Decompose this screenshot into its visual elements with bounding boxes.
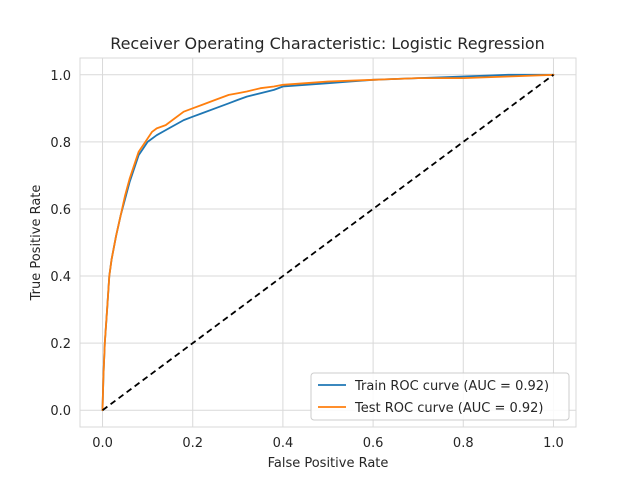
y-tick-label: 0.6 bbox=[50, 203, 71, 218]
y-axis-label: True Positive Rate bbox=[29, 185, 44, 302]
legend: Train ROC curve (AUC = 0.92) Test ROC cu… bbox=[310, 372, 570, 421]
x-tick-labels: 0.0 0.2 0.4 0.6 0.8 1.0 bbox=[92, 436, 564, 451]
y-tick-label: 0.2 bbox=[50, 337, 71, 352]
y-tick-label: 0.4 bbox=[50, 270, 71, 285]
x-tick-label: 1.0 bbox=[543, 436, 564, 451]
x-tick-label: 0.2 bbox=[182, 436, 203, 451]
series-layer bbox=[101, 73, 555, 412]
x-tick-label: 0.0 bbox=[92, 436, 113, 451]
y-tick-labels: 0.0 0.2 0.4 0.6 0.8 1.0 bbox=[50, 69, 71, 419]
x-axis-label: False Positive Rate bbox=[268, 456, 389, 471]
chance-diagonal-line bbox=[102, 74, 554, 411]
legend-box bbox=[310, 372, 570, 421]
x-tick-label: 0.6 bbox=[363, 436, 384, 451]
chart-title: Receiver Operating Characteristic: Logis… bbox=[110, 34, 545, 53]
y-tick-label: 0.8 bbox=[50, 136, 71, 151]
roc-curve-test bbox=[101, 73, 555, 412]
x-tick-label: 0.8 bbox=[453, 436, 474, 451]
legend-label-test: Test ROC curve (AUC = 0.92) bbox=[354, 401, 544, 416]
plot-area bbox=[79, 57, 577, 428]
y-tick-label: 0.0 bbox=[50, 404, 71, 419]
y-tick-label: 1.0 bbox=[50, 69, 71, 84]
plot-frame bbox=[79, 57, 577, 428]
grid bbox=[80, 58, 576, 427]
legend-label-train: Train ROC curve (AUC = 0.92) bbox=[354, 379, 549, 394]
x-tick-label: 0.4 bbox=[273, 436, 294, 451]
